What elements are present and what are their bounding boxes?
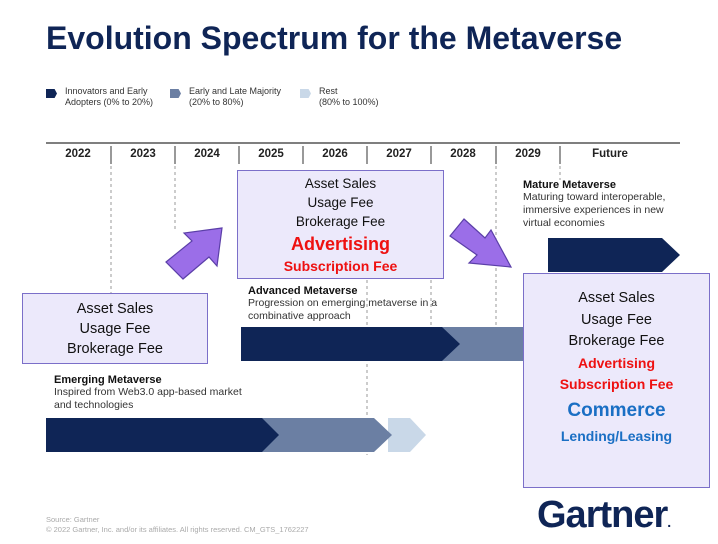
revenue-item: Usage Fee — [79, 321, 151, 337]
stage-description: Inspired from Web3.0 app-based market an… — [54, 386, 242, 411]
year-label: 2025 — [258, 148, 284, 160]
revenue-item-commerce: Commerce — [567, 399, 666, 421]
revenue-box-early: Asset Sales Usage Fee Brokerage Fee — [22, 293, 208, 364]
year-label: 2026 — [322, 148, 348, 160]
stage-title: Emerging Metaverse — [54, 374, 162, 386]
stage-emerging: Emerging Metaverse Inspired from Web3.0 … — [54, 374, 254, 412]
year-label: 2029 — [515, 148, 541, 160]
gartner-logo: Gartner. — [537, 494, 671, 537]
emerging-bar-majority — [262, 418, 392, 452]
emerging-bar-rest — [388, 418, 426, 452]
revenue-item-subscription: Subscription Fee — [559, 376, 674, 392]
legend-swatch-dark — [46, 89, 57, 98]
legend-label: Rest — [319, 86, 338, 96]
year-label: 2022 — [65, 148, 91, 160]
revenue-item: Brokerage Fee — [67, 341, 163, 357]
stage-title: Mature Metaverse — [523, 179, 616, 191]
emerging-bar-innovators — [46, 418, 279, 452]
legend-swatch-light — [300, 89, 311, 98]
legend-sub: (80% to 100%) — [319, 97, 379, 107]
footer-source: Source: Gartner — [46, 515, 100, 524]
revenue-item: Brokerage Fee — [568, 333, 665, 349]
arrow-early-to-mid — [165, 227, 223, 280]
footer-copyright: © 2022 Gartner, Inc. and/or its affiliat… — [46, 525, 309, 534]
stage-advanced: Advanced Metaverse Progression on emergi… — [248, 285, 448, 323]
year-label: 2027 — [386, 148, 412, 160]
footer: Source: Gartner © 2022 Gartner, Inc. and… — [46, 515, 309, 535]
stage-title: Advanced Metaverse — [248, 285, 358, 297]
year-label: 2028 — [450, 148, 476, 160]
legend-swatch-mid — [170, 89, 181, 98]
page-title: Evolution Spectrum for the Metaverse — [46, 20, 623, 56]
revenue-item: Brokerage Fee — [295, 214, 386, 229]
revenue-box-mid: Asset Sales Usage Fee Brokerage Fee Adve… — [237, 170, 444, 279]
logo-text: Gartner — [537, 494, 668, 536]
legend-sub: (20% to 80%) — [189, 97, 244, 107]
revenue-item-subscription: Subscription Fee — [283, 258, 398, 274]
revenue-item: Asset Sales — [304, 176, 377, 191]
revenue-item-lending: Lending/Leasing — [560, 427, 673, 444]
arrow-group — [165, 218, 513, 280]
advanced-bar-majority — [440, 327, 530, 361]
stage-description: Progression on emerging metaverse in a c… — [248, 297, 438, 322]
revenue-item: Asset Sales — [76, 301, 154, 317]
legend-sub: Adopters (0% to 20%) — [65, 97, 154, 107]
legend-item-majority: Early and Late Majority (20% to 80%) — [170, 86, 281, 108]
advanced-bar-innovators — [241, 327, 460, 361]
revenue-item: Usage Fee — [307, 195, 374, 210]
legend-item-innovators: Innovators and Early Adopters (0% to 20%… — [46, 86, 153, 108]
legend-item-rest: Rest (80% to 100%) — [300, 86, 379, 108]
revenue-item-advertising: Advertising — [577, 354, 655, 371]
legend-label: Innovators and Early — [65, 86, 148, 96]
stage-description: Maturing toward interoperable, immersive… — [523, 191, 666, 229]
stage-mature: Mature Metaverse Maturing toward interop… — [523, 179, 673, 230]
revenue-item: Usage Fee — [581, 311, 652, 328]
revenue-box-late: Asset Sales Usage Fee Brokerage Fee Adve… — [523, 273, 710, 488]
year-label: 2024 — [194, 148, 220, 160]
year-label: 2023 — [130, 148, 156, 160]
year-separators — [110, 146, 561, 164]
arrow-mid-to-late — [449, 218, 513, 268]
revenue-item-advertising: Advertising — [290, 234, 391, 254]
revenue-item: Asset Sales — [578, 290, 655, 306]
year-label: Future — [592, 148, 628, 160]
mature-bar-innovators — [548, 238, 680, 272]
logo-dot: . — [667, 514, 671, 530]
legend-label: Early and Late Majority — [189, 86, 282, 96]
